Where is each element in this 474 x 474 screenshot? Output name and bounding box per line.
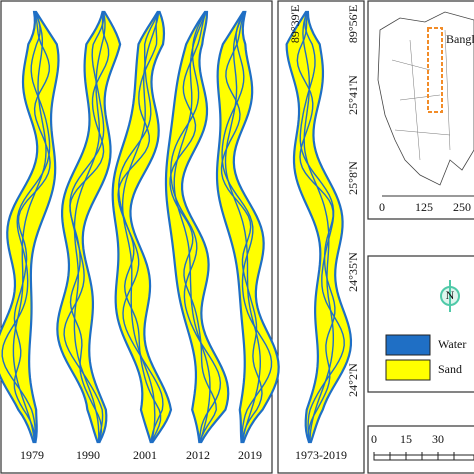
latitude-label: 25°41'N	[346, 75, 360, 115]
river-shape	[170, 11, 222, 443]
scale-bar	[373, 454, 474, 461]
river-shape	[299, 11, 345, 443]
scale-frame	[367, 425, 474, 474]
latitude-label: 24°2'N	[346, 363, 360, 397]
river-shape	[220, 11, 263, 443]
river-shape	[63, 11, 105, 443]
scale-bar-label: 0	[371, 432, 377, 446]
river-shape	[221, 11, 273, 443]
longitude-label: 89°39'E	[288, 5, 302, 43]
longitude-label: 89°56'E	[346, 5, 360, 43]
inset-scale-label: 0	[379, 200, 385, 214]
latitude-label: 24°35'N	[346, 252, 360, 292]
year-label: 2012	[186, 448, 210, 462]
river-shape	[224, 11, 262, 443]
scale-bar-ticks	[373, 452, 455, 460]
year-label: 1990	[76, 448, 100, 462]
river-shape	[121, 11, 160, 443]
rivers	[0, 10, 353, 444]
river-shape	[118, 11, 164, 443]
legend-frame	[367, 255, 474, 393]
scale-bar-label: 15	[400, 432, 412, 446]
river-shape	[285, 10, 353, 444]
legend-swatch	[385, 359, 431, 381]
river-shape	[111, 10, 173, 444]
river-shape	[164, 10, 230, 444]
scale-bar-label: 30	[432, 432, 444, 446]
inset-scale-label: 125	[415, 200, 433, 214]
year-label: 2001	[133, 448, 157, 462]
country-outline	[377, 11, 474, 186]
inset-label: Bangladesh	[446, 32, 474, 46]
legend-swatch	[385, 334, 431, 356]
river-shape	[173, 11, 211, 443]
panel-frame	[277, 0, 365, 474]
year-label: 1979	[20, 448, 44, 462]
legend-label: Sand	[438, 362, 462, 376]
river-shape	[12, 11, 47, 443]
inset-frame	[367, 0, 474, 220]
district-lines	[391, 29, 451, 161]
river-shape	[1, 11, 51, 443]
inset-scale-label: 250	[453, 200, 471, 214]
composite-label: 1973-2019	[295, 448, 347, 462]
river-shape	[302, 11, 334, 443]
river-shape	[169, 11, 218, 443]
north-label: N	[446, 288, 455, 302]
river-shape	[56, 10, 122, 444]
river-shape	[0, 10, 60, 444]
panel-frame	[0, 0, 273, 474]
river-shape	[13, 11, 51, 442]
latitude-label: 25°8'N	[346, 161, 360, 195]
legend-label: Water	[438, 337, 466, 351]
year-label: 2019	[238, 448, 262, 462]
study-area	[427, 27, 443, 113]
